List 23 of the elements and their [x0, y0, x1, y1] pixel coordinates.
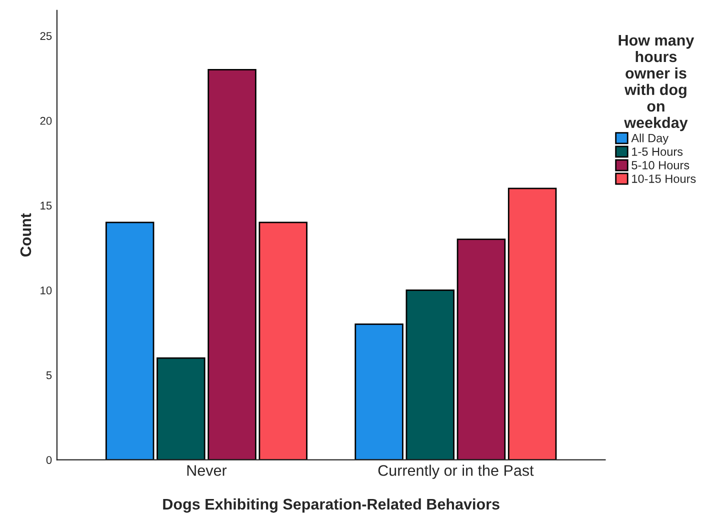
- legend-label: 10-15 Hours: [632, 174, 696, 183]
- y-tick-label: 0: [46, 456, 52, 464]
- bar: [406, 290, 455, 460]
- x-tick-label: Never: [187, 465, 227, 476]
- y-axis-title: Count: [20, 213, 32, 257]
- bar: [354, 323, 404, 460]
- y-tick-label: 5: [46, 371, 52, 380]
- bar: [258, 222, 308, 460]
- y-tick-label: 10: [40, 286, 52, 294]
- legend-title: How many hours owner is with dog on weekday: [618, 35, 694, 132]
- bar: [208, 69, 256, 460]
- legend-label: 5-10 Hours: [632, 161, 690, 170]
- y-tick-label: 20: [40, 116, 52, 125]
- bar: [508, 188, 557, 460]
- x-axis-title: Dogs Exhibiting Separation-Related Behaviors: [163, 498, 500, 513]
- bar: [105, 222, 154, 460]
- legend-label: 1-5 Hours: [632, 148, 683, 156]
- y-tick-label: 15: [40, 202, 52, 210]
- bar: [456, 238, 506, 460]
- bar: [156, 357, 206, 460]
- legend-label: All Day: [631, 134, 669, 145]
- y-tick-label: 25: [40, 32, 52, 40]
- x-tick-label: Currently or in the Past: [378, 464, 534, 479]
